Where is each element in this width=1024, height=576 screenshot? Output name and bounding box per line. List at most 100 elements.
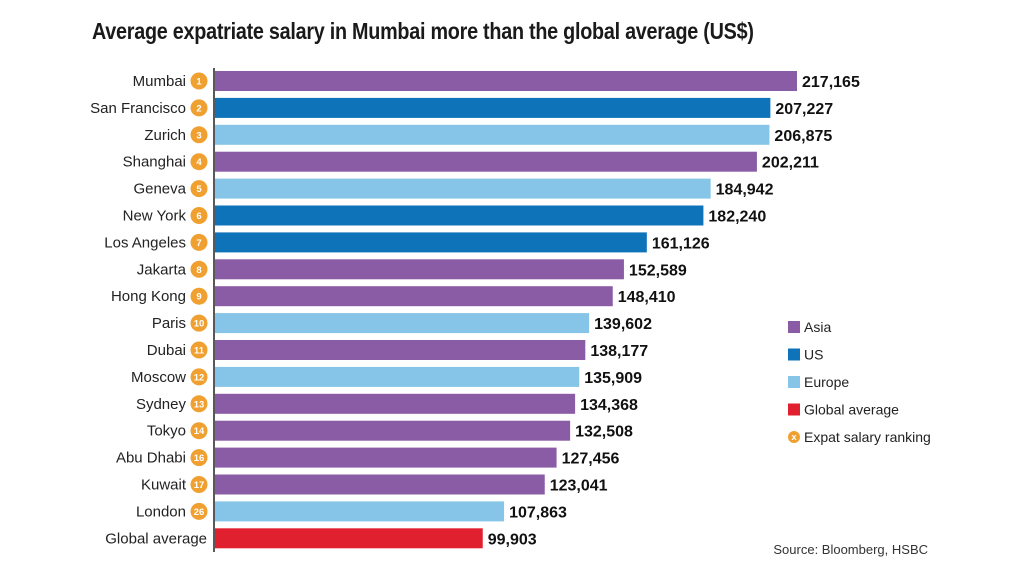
rank-badge-12: [190, 395, 208, 413]
bar-3: [215, 151, 757, 172]
rank-badge-13: [190, 422, 208, 440]
rank-badge-2: [190, 126, 208, 144]
rank-badge-11: [190, 368, 208, 386]
category-label-14: Abu Dhabi: [116, 450, 186, 467]
category-label-15: Kuwait: [141, 477, 187, 494]
category-label-3: Shanghai: [123, 154, 186, 171]
category-label-10: Dubai: [147, 342, 186, 359]
rank-badge-16: [190, 502, 208, 520]
value-label-11: 135,909: [584, 370, 642, 387]
bar-2: [215, 124, 770, 145]
value-label-0: 217,165: [802, 74, 860, 91]
category-label-16: London: [136, 503, 186, 520]
rank-number-1: 2: [196, 103, 201, 114]
category-label-7: Jakarta: [137, 261, 187, 278]
value-label-3: 202,211: [762, 155, 819, 172]
bar-0: [215, 71, 797, 91]
value-label-7: 152,589: [629, 262, 687, 279]
bar-12: [215, 393, 576, 414]
rank-badge-6: [190, 233, 208, 251]
bar-5: [215, 205, 704, 226]
category-label-0: Mumbai: [133, 73, 186, 90]
rank-number-5: 6: [196, 211, 201, 222]
bar-13: [215, 420, 571, 441]
value-label-2: 206,875: [774, 128, 832, 145]
legend-marker-text: x: [791, 432, 797, 443]
legend-label-global-average: Global average: [804, 402, 899, 418]
rank-badge-0: [190, 72, 208, 90]
bar-7: [215, 259, 624, 280]
category-label-1: San Francisco: [90, 100, 186, 117]
legend-swatch-global-average: [788, 403, 800, 416]
bar-15: [215, 474, 545, 495]
legend: Asia US Europe Global average x Expat salary …: [788, 319, 931, 445]
legend-swatch-asia: [788, 321, 800, 333]
legend-label-europe: Europe: [804, 374, 849, 390]
legend-label-asia: Asia: [804, 319, 831, 335]
value-label-5: 182,240: [708, 209, 766, 226]
rank-badge-8: [190, 287, 208, 305]
bar-6: [215, 232, 647, 253]
rank-number-10: 11: [194, 346, 205, 357]
legend-swatch-europe: [788, 376, 800, 388]
rank-number-8: 9: [196, 292, 201, 303]
rank-badge-1: [190, 99, 208, 117]
value-label-9: 139,602: [594, 316, 652, 333]
rank-number-3: 4: [196, 157, 202, 168]
rank-number-4: 5: [196, 184, 202, 195]
rank-number-6: 7: [196, 238, 201, 249]
value-label-4: 184,942: [716, 182, 774, 199]
value-label-16: 107,863: [509, 504, 567, 521]
value-label-13: 132,508: [575, 424, 633, 441]
value-label-17: 99,903: [488, 531, 537, 548]
value-label-6: 161,126: [652, 235, 710, 252]
category-label-17: Global average: [105, 530, 207, 547]
rank-badge-9: [190, 314, 208, 332]
source-note: Source: Bloomberg, HSBC: [773, 542, 928, 557]
bar-10: [215, 340, 586, 360]
value-label-14: 127,456: [562, 451, 620, 468]
category-label-4: Geneva: [133, 181, 186, 198]
legend-swatch-us: [788, 348, 800, 361]
bar-9: [215, 313, 590, 334]
rank-number-2: 3: [196, 130, 201, 141]
category-label-12: Sydney: [136, 396, 187, 413]
rank-number-16: 26: [194, 507, 205, 518]
legend-marker-expat-salary-ranking: [788, 431, 800, 443]
category-label-11: Moscow: [131, 369, 186, 386]
bar-16: [215, 501, 505, 522]
rank-number-7: 8: [196, 265, 201, 276]
value-label-12: 134,368: [580, 397, 638, 414]
category-label-5: New York: [123, 208, 187, 225]
bar-11: [215, 366, 580, 387]
bar-1: [215, 97, 771, 118]
category-label-13: Tokyo: [147, 423, 186, 440]
chart-title: Average expatriate salary in Mumbai more…: [92, 18, 754, 44]
rank-badge-14: [190, 449, 208, 467]
rank-badge-5: [190, 207, 208, 224]
rank-badge-10: [190, 341, 208, 359]
rank-number-12: 13: [194, 399, 205, 410]
legend-label-expat-salary-ranking: Expat salary ranking: [804, 429, 931, 445]
rank-number-13: 14: [194, 426, 205, 437]
category-label-6: Los Angeles: [104, 234, 186, 251]
bar-4: [215, 178, 711, 199]
category-label-2: Zurich: [144, 127, 186, 144]
rank-number-14: 16: [194, 453, 205, 464]
rank-badge-15: [190, 476, 208, 493]
rank-badge-3: [190, 153, 208, 171]
rank-badge-7: [190, 260, 208, 278]
rank-badge-4: [190, 180, 208, 198]
rank-number-9: 10: [194, 319, 205, 330]
rank-number-11: 12: [194, 372, 205, 383]
value-label-10: 138,177: [590, 343, 648, 360]
bar-17: [215, 528, 483, 549]
category-label-8: Hong Kong: [111, 288, 186, 305]
bar-14: [215, 447, 557, 468]
bar-8: [215, 286, 613, 307]
rank-number-15: 17: [194, 480, 205, 491]
value-label-8: 148,410: [618, 289, 676, 306]
value-label-15: 123,041: [550, 478, 608, 495]
value-label-1: 207,227: [775, 101, 833, 118]
